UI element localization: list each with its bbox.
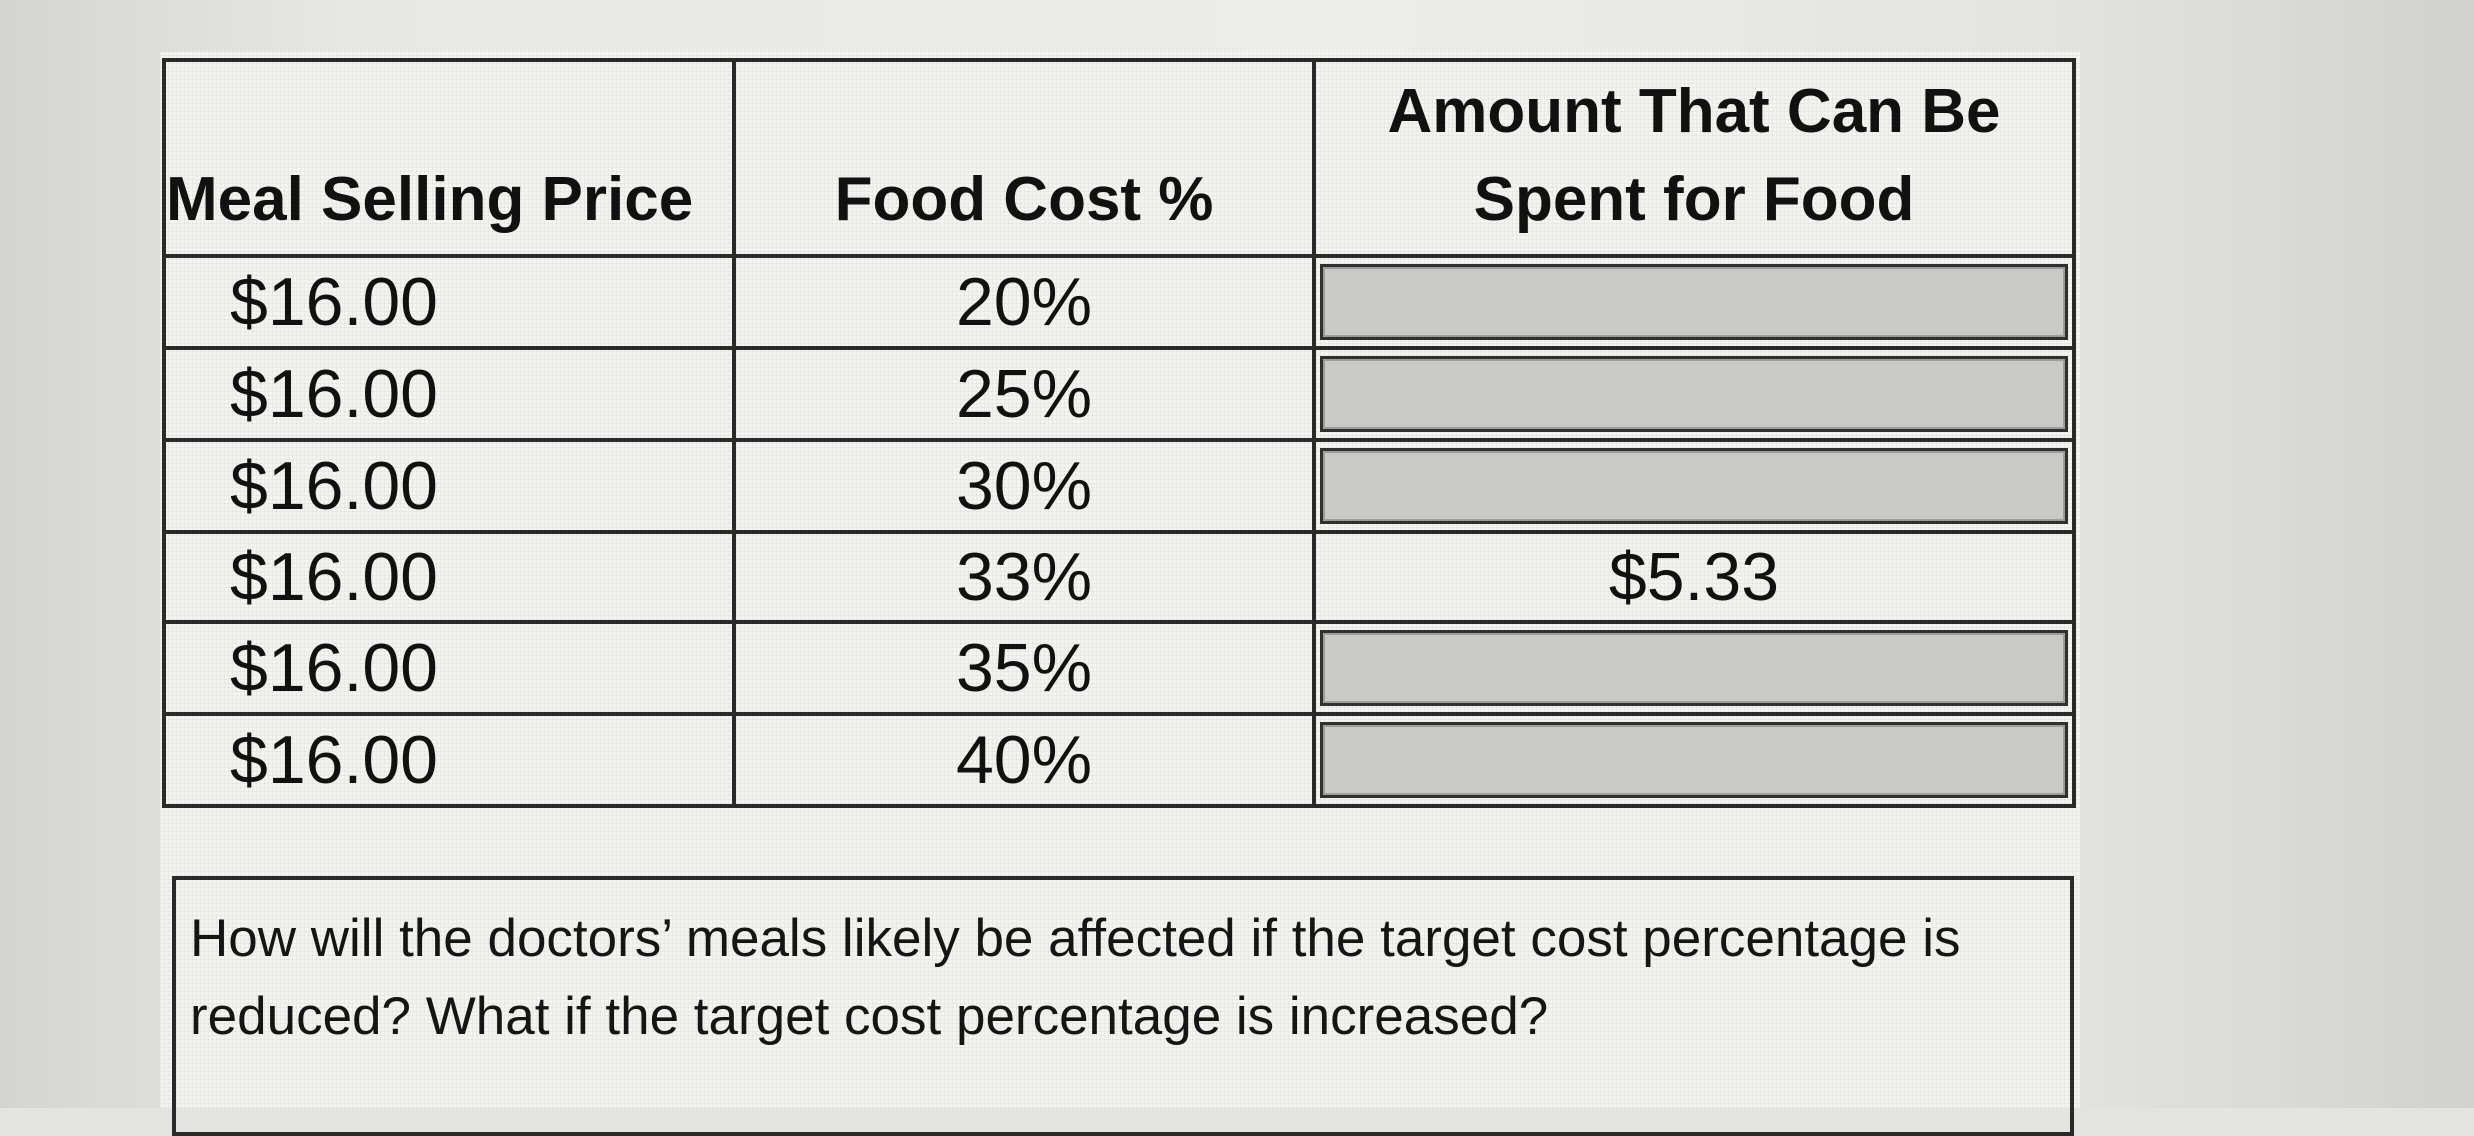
food-cost-percent-cell: 40% xyxy=(732,712,1316,808)
table-row: $16.00 35% xyxy=(162,620,2076,716)
answer-input-box[interactable] xyxy=(1320,448,2068,524)
price-cell: $16.00 xyxy=(162,530,736,624)
table-row: $16.00 20% xyxy=(162,254,2076,350)
amount-cell xyxy=(1312,438,2076,534)
question-text-box: How will the doctors’ meals likely be af… xyxy=(172,876,2074,1136)
header-meal-selling-price: Meal Selling Price xyxy=(162,58,736,258)
answer-input-box[interactable] xyxy=(1320,722,2068,798)
price-cell: $16.00 xyxy=(162,712,736,808)
amount-cell xyxy=(1312,620,2076,716)
food-cost-percent-cell: 33% xyxy=(732,530,1316,624)
header-food-cost-percent: Food Cost % xyxy=(732,58,1316,258)
food-cost-percent-cell: 35% xyxy=(732,620,1316,716)
amount-cell xyxy=(1312,346,2076,442)
table-header-row: Meal Selling Price Food Cost % Amount Th… xyxy=(162,58,2076,258)
amount-cell xyxy=(1312,712,2076,808)
table-row: $16.00 30% xyxy=(162,438,2076,534)
answer-input-box[interactable] xyxy=(1320,356,2068,432)
table-row: $16.00 33% $5.33 xyxy=(162,530,2076,624)
food-cost-percent-cell: 30% xyxy=(732,438,1316,534)
price-cell: $16.00 xyxy=(162,254,736,350)
food-cost-percent-cell: 20% xyxy=(732,254,1316,350)
price-cell: $16.00 xyxy=(162,438,736,534)
amount-cell xyxy=(1312,254,2076,350)
header-amount-for-food: Amount That Can Be Spent for Food xyxy=(1312,58,2076,258)
price-cell: $16.00 xyxy=(162,346,736,442)
food-cost-table: Meal Selling Price Food Cost % Amount Th… xyxy=(162,58,2076,808)
table-row: $16.00 25% xyxy=(162,346,2076,442)
food-cost-percent-cell: 25% xyxy=(732,346,1316,442)
table-row: $16.00 40% xyxy=(162,712,2076,808)
price-cell: $16.00 xyxy=(162,620,736,716)
answer-input-box[interactable] xyxy=(1320,630,2068,706)
amount-value-cell: $5.33 xyxy=(1312,530,2076,624)
answer-input-box[interactable] xyxy=(1320,264,2068,340)
